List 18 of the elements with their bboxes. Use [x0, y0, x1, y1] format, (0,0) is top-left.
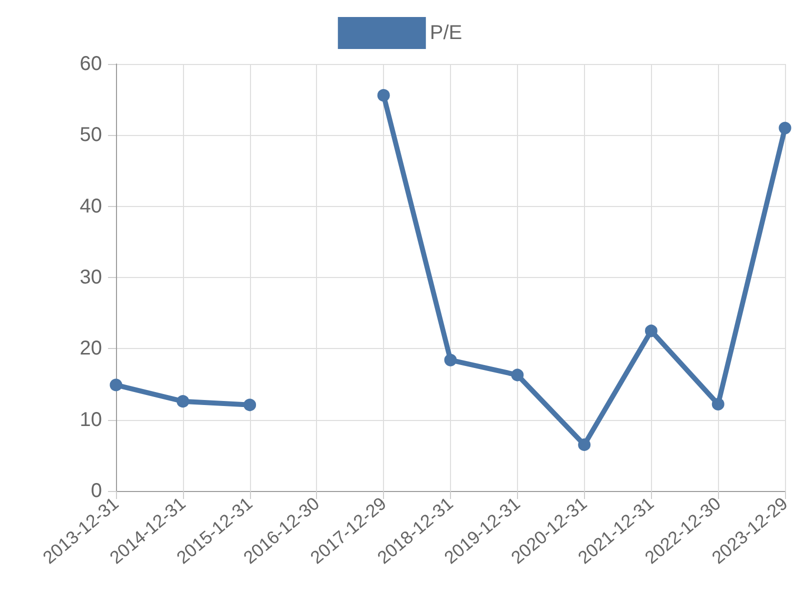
y-tick-label: 50: [80, 124, 102, 146]
y-tick-label: 0: [90, 480, 102, 502]
point: [644, 324, 658, 338]
point: [110, 378, 122, 392]
point: [377, 89, 390, 102]
point: [712, 398, 724, 410]
y-tick-label: 10: [80, 408, 102, 431]
point: [578, 438, 591, 451]
y-tick-label: 60: [80, 53, 102, 75]
point: [444, 354, 457, 366]
y-tick-label: 20: [80, 338, 102, 360]
point: [244, 398, 256, 412]
y-tick-label: 30: [80, 266, 102, 288]
point: [511, 368, 524, 382]
point: [176, 395, 190, 408]
point: [778, 122, 792, 134]
legend-label: P/E: [430, 22, 462, 44]
y-tick-label: 40: [80, 195, 102, 218]
